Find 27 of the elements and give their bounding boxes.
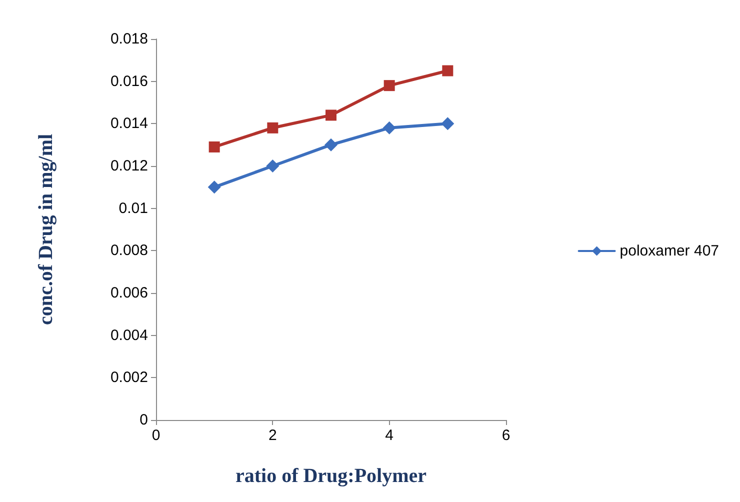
point <box>266 160 280 172</box>
x-tick-label: 0 <box>152 427 160 444</box>
y-tick-label: 0.016 <box>110 72 148 90</box>
y-tick-label: 0.006 <box>110 284 148 302</box>
y-tick-label: 0.014 <box>110 115 148 132</box>
x-tick-label: 6 <box>502 427 510 444</box>
point <box>324 138 338 152</box>
x-tick-label: 2 <box>268 427 277 444</box>
y-tick-label: 0.018 <box>110 30 148 48</box>
x-axis-title: ratio of Drug:Polymer <box>235 465 427 487</box>
y-axis-title: conc.of Drug in mg/ml <box>35 134 57 326</box>
y-tick-label: 0.012 <box>110 158 148 174</box>
point <box>326 110 336 121</box>
x-tick-label: 4 <box>385 427 394 444</box>
y-tick-label: 0.01 <box>118 200 148 217</box>
legend-label: poloxamer 407 <box>620 242 720 260</box>
point <box>384 80 395 92</box>
point <box>441 117 454 130</box>
point <box>382 121 396 134</box>
y-tick-label: 0.002 <box>110 369 148 386</box>
y-tick-label: 0 <box>140 412 148 428</box>
y-tick-label: 0.004 <box>110 326 148 344</box>
point <box>208 141 220 152</box>
point <box>442 65 454 76</box>
point <box>208 180 221 194</box>
y-tick-label: 0.008 <box>110 242 148 260</box>
point <box>267 122 278 134</box>
